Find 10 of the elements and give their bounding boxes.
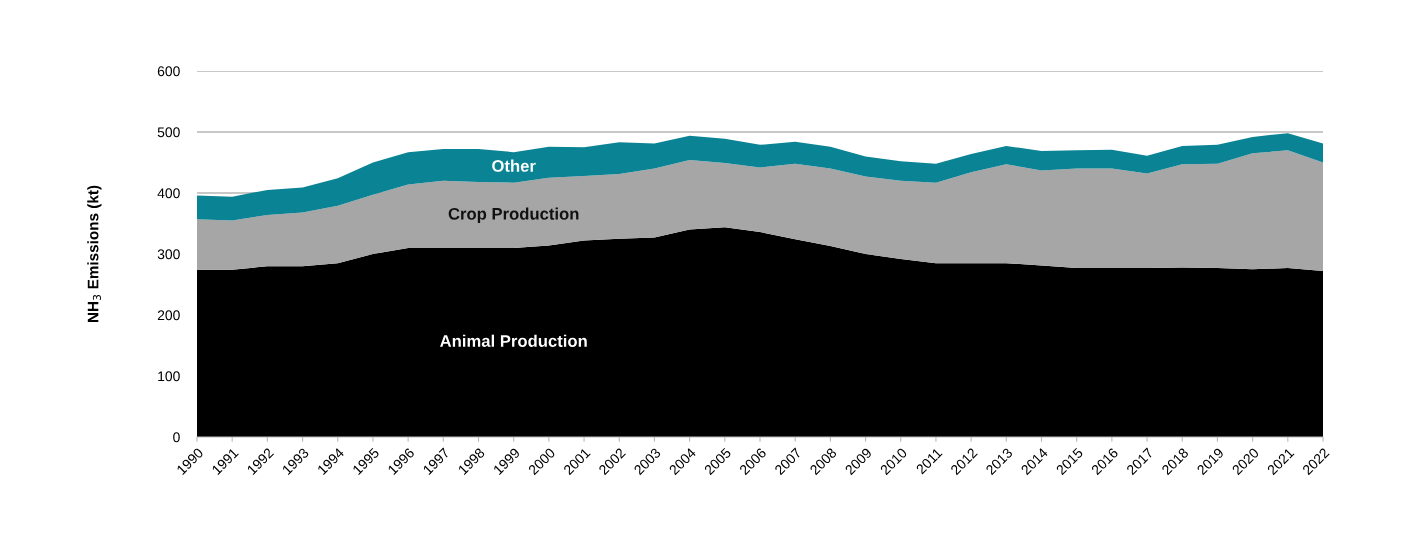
series-label: Other bbox=[492, 159, 536, 172]
y-tick-label: 500 bbox=[157, 127, 180, 138]
y-axis-title: NH$_{3}$ Emissions (kt) bbox=[87, 185, 102, 323]
y-tick-label: 600 bbox=[157, 66, 180, 77]
y-tick-label: 0 bbox=[173, 432, 180, 443]
y-tick-label: 400 bbox=[157, 188, 180, 199]
series-label: Crop Production bbox=[448, 207, 579, 224]
y-tick-label: 100 bbox=[158, 371, 180, 382]
y-tick-label: 300 bbox=[157, 249, 180, 260]
y-tick-label: 200 bbox=[157, 310, 180, 321]
